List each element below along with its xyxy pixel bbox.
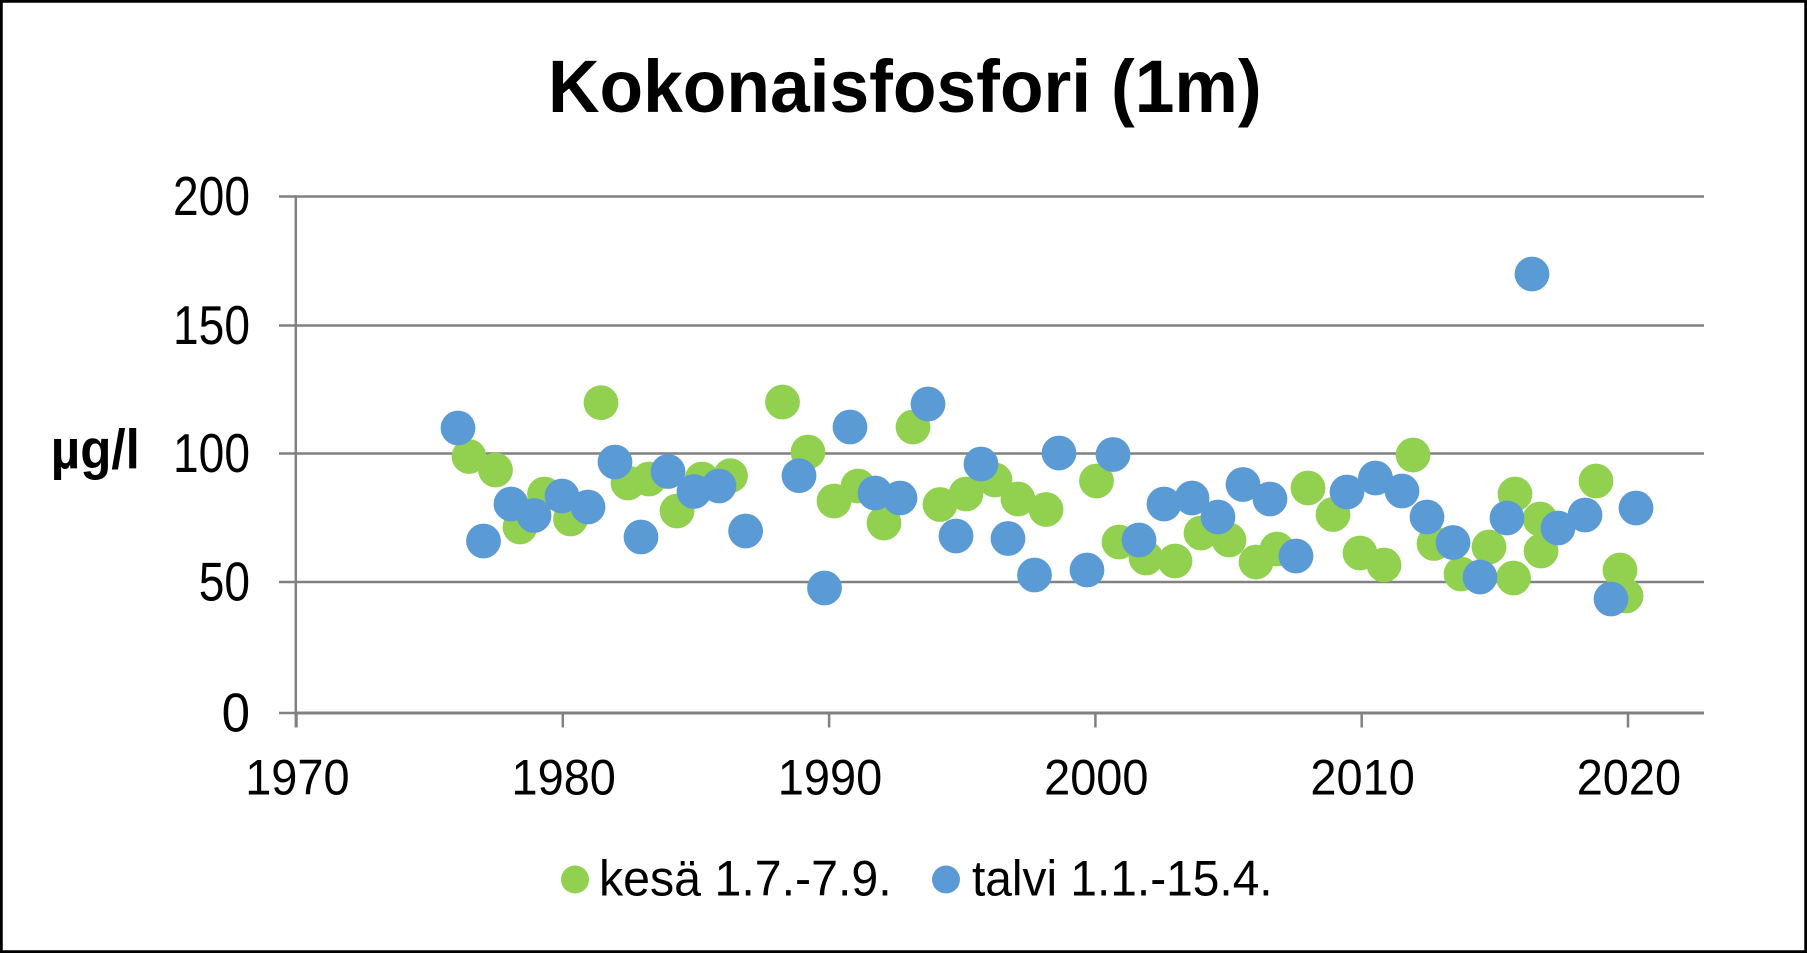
svg-text:Kokonaisfosfori (1m): Kokonaisfosfori (1m) (548, 45, 1262, 128)
svg-text:1980: 1980 (512, 749, 616, 806)
svg-text:200: 200 (173, 165, 250, 227)
svg-text:1990: 1990 (778, 749, 882, 806)
svg-text:talvi 1.1.-15.4.: talvi 1.1.-15.4. (972, 850, 1273, 907)
svg-text:kesä 1.7.-7.9.: kesä 1.7.-7.9. (599, 850, 892, 907)
svg-text:1970: 1970 (245, 749, 349, 806)
svg-text:µg/l: µg/l (51, 418, 140, 481)
svg-text:0: 0 (222, 682, 250, 744)
svg-text:2010: 2010 (1310, 749, 1414, 806)
svg-text:100: 100 (173, 422, 250, 484)
svg-text:2000: 2000 (1044, 749, 1148, 806)
svg-text:50: 50 (199, 551, 250, 613)
svg-text:150: 150 (173, 294, 250, 356)
svg-text:2020: 2020 (1577, 749, 1681, 806)
